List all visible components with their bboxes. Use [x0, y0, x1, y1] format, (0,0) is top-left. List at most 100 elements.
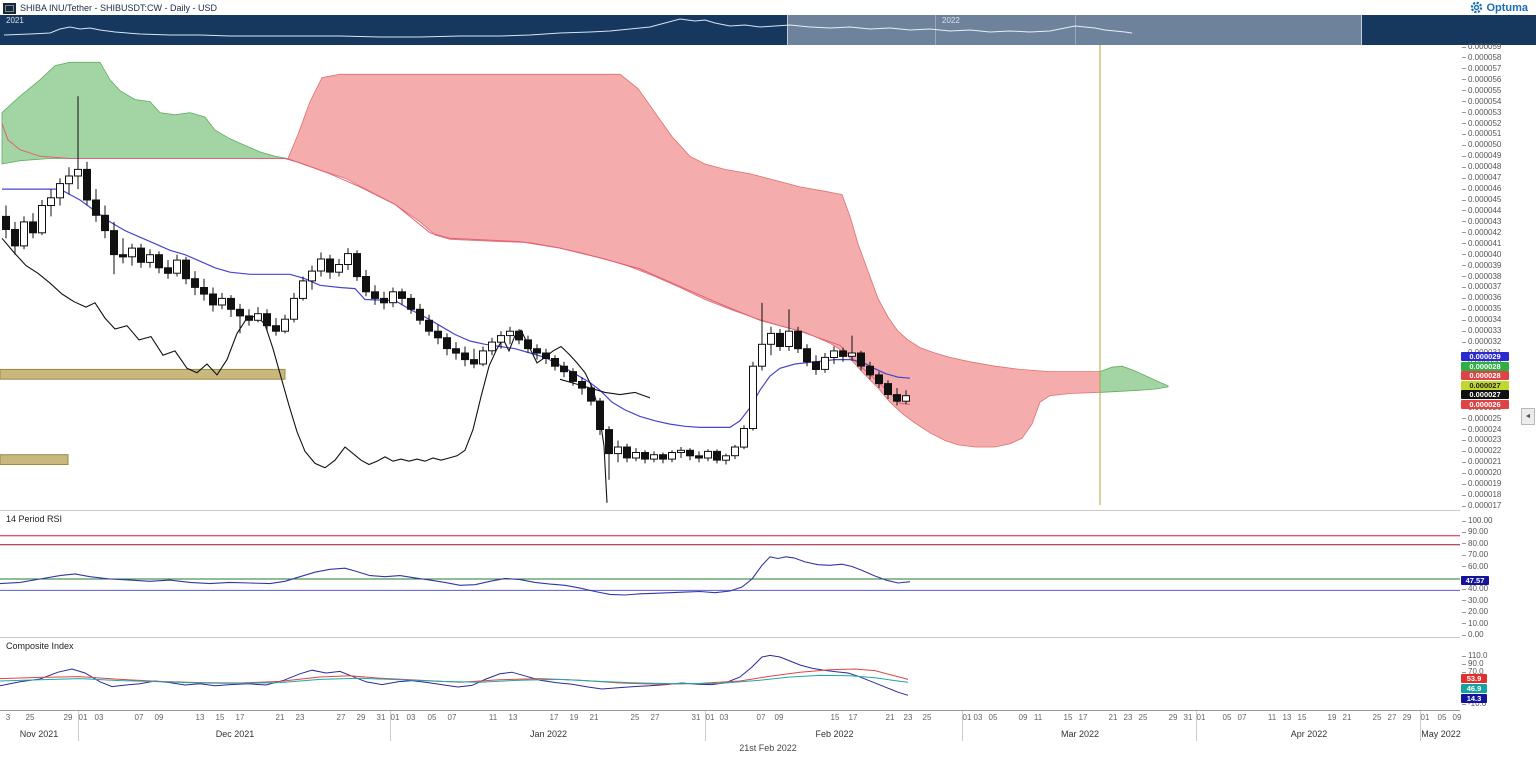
price-tick: 0.000041 — [1462, 239, 1501, 248]
date-tick: 13 — [195, 713, 205, 722]
price-tick: 0.000051 — [1462, 130, 1501, 138]
date-tick: 21 — [589, 713, 599, 722]
price-tick: 0.000023 — [1462, 436, 1501, 444]
date-tick: 05 — [1437, 713, 1447, 722]
composite-value-badge: 53.9 — [1461, 674, 1487, 683]
date-tick: 31 — [1183, 713, 1193, 722]
date-tick: 07 — [134, 713, 144, 722]
date-tick: 19 — [569, 713, 579, 722]
date-tick: 09 — [1452, 713, 1462, 722]
price-badge: 0.000027 — [1461, 380, 1509, 390]
rsi-axis-tick: 100.00 — [1462, 517, 1492, 525]
date-tick: 01 — [962, 713, 972, 722]
date-tick: 05 — [988, 713, 998, 722]
month-cell: May 2022 01 05 09 — [1420, 711, 1461, 741]
composite-value-badge: 14.3 — [1461, 694, 1487, 703]
price-tick: 0.000050 — [1462, 141, 1501, 149]
month-label: Apr 2022 — [1290, 729, 1328, 739]
month-label: Feb 2022 — [815, 729, 854, 739]
candles-layer — [2, 96, 910, 480]
support-band — [0, 454, 69, 466]
price-tick: 0.000038 — [1462, 272, 1501, 281]
month-cell: Dec 2021 01 03 07 09 13 15 17 21 23 27 29 31 — [78, 711, 391, 741]
chart-title: SHIBA INU/Tether - SHIBUSDT:CW - Daily -… — [20, 2, 218, 13]
rsi-axis-tick: 70.00 — [1462, 551, 1488, 559]
month-label: May 2022 — [1421, 729, 1461, 739]
month-cell: Mar 2022 01 03 05 09 11 15 17 21 23 25 29 31 — [962, 711, 1197, 741]
rsi-panel-label: 14 Period RSI — [6, 514, 63, 524]
price-tick: 0.000025 — [1462, 414, 1501, 423]
price-tick: 0.000037 — [1462, 283, 1501, 291]
date-tick: 27 — [650, 713, 660, 722]
composite-axis-tick: 70.0 — [1462, 668, 1484, 676]
date-tick: 29 — [63, 713, 73, 722]
date-tick: 25 — [1372, 713, 1382, 722]
date-tick: 3 — [5, 713, 11, 722]
rsi-axis-tick: 90.00 — [1462, 528, 1488, 536]
rsi-axis-tick: 30.00 — [1462, 596, 1488, 605]
date-tick: 17 — [848, 713, 858, 722]
month-label: Dec 2021 — [215, 729, 255, 739]
ichimoku-cloud-green-right — [1099, 365, 1169, 393]
date-tick: 21 — [275, 713, 285, 722]
date-tick: 21 — [1108, 713, 1118, 722]
date-tick: 31 — [376, 713, 386, 722]
history-navigator[interactable]: 2021 2022 — [0, 15, 1536, 45]
composite-axis-tick: 90.0 — [1462, 660, 1484, 668]
price-tick: 0.000049 — [1462, 152, 1501, 160]
main-chart-panel[interactable] — [0, 45, 1460, 510]
date-tick: 11 — [488, 713, 498, 722]
ichimoku-cloud-red — [287, 73, 1101, 448]
rsi-axis: 100.00 90.00 80.00 70.00 60.00 40.00 30.00 20.0… — [1460, 510, 1536, 639]
price-tick: 0.000048 — [1462, 163, 1501, 171]
month-cell: Apr 2022 01 05 07 11 13 15 19 21 25 27 29 — [1196, 711, 1421, 741]
price-badge: 0.000028 — [1461, 371, 1509, 380]
price-tick: 0.000055 — [1462, 86, 1501, 95]
price-tick: 0.000019 — [1462, 480, 1501, 488]
price-tick: 0.000020 — [1462, 469, 1501, 477]
date-tick: 07 — [447, 713, 457, 722]
composite-axis-tick: -10.0 — [1462, 700, 1486, 708]
date-tick: 15 — [1063, 713, 1073, 722]
date-tick: 03 — [973, 713, 983, 722]
rsi-panel[interactable]: 14 Period RSI — [0, 510, 1460, 638]
date-tick: 09 — [154, 713, 164, 722]
date-tick: 13 — [1282, 713, 1292, 722]
app-icon — [3, 2, 16, 14]
rsi-axis-tick: 80.00 — [1462, 539, 1488, 548]
date-tick: 19 — [1327, 713, 1337, 722]
date-tick: 03 — [406, 713, 416, 722]
price-tick: 0.000039 — [1462, 261, 1501, 270]
price-tick: 0.000045 — [1462, 196, 1501, 204]
month-cell: Nov 2021 3 25 29 — [0, 711, 78, 741]
price-badge: 0.000028 — [1461, 361, 1509, 371]
navigator-sparkline — [3, 18, 1133, 38]
price-tick: 0.000056 — [1462, 75, 1501, 84]
price-tick: 0.000040 — [1462, 250, 1501, 259]
price-tick: 0.000042 — [1462, 228, 1501, 237]
price-tick: 0.000034 — [1462, 316, 1501, 324]
optuma-gear-icon — [1471, 1, 1483, 14]
price-tick: 0.000054 — [1462, 97, 1501, 106]
navigator-viewport[interactable] — [787, 15, 1362, 45]
scroll-left-button[interactable]: ◄ — [1521, 408, 1535, 425]
rsi-axis-tick: 60.00 — [1462, 562, 1488, 571]
price-tick: 0.000033 — [1462, 327, 1501, 335]
composite-value-badge: 46.9 — [1461, 683, 1487, 693]
month-cell: Feb 2022 01 03 07 09 15 17 21 23 25 — [705, 711, 963, 741]
composite-series-fast — [0, 654, 909, 696]
date-tick: 09 — [1018, 713, 1028, 722]
rsi-svg[interactable] — [0, 511, 1460, 638]
main-chart-svg[interactable] — [0, 45, 1460, 510]
composite-svg[interactable] — [0, 638, 1460, 711]
composite-index-panel[interactable]: Composite Index — [0, 637, 1460, 711]
support-band — [0, 368, 286, 380]
price-tick: 0.000036 — [1462, 294, 1501, 302]
price-axis[interactable]: 0.000059 0.000058 0.000057 0.000056 0.000055… — [1460, 43, 1536, 510]
date-axis[interactable]: Nov 2021 3 25 29 Dec 2021 01 03 07 09 13 15 17 21 23 2… — [0, 710, 1461, 741]
rsi-axis-tick: 20.00 — [1462, 608, 1488, 616]
price-badge: 0.000029 — [1461, 352, 1509, 361]
price-tick: 0.000035 — [1462, 305, 1501, 313]
price-tick: 0.000047 — [1462, 174, 1501, 182]
date-tick: 01 — [390, 713, 400, 722]
